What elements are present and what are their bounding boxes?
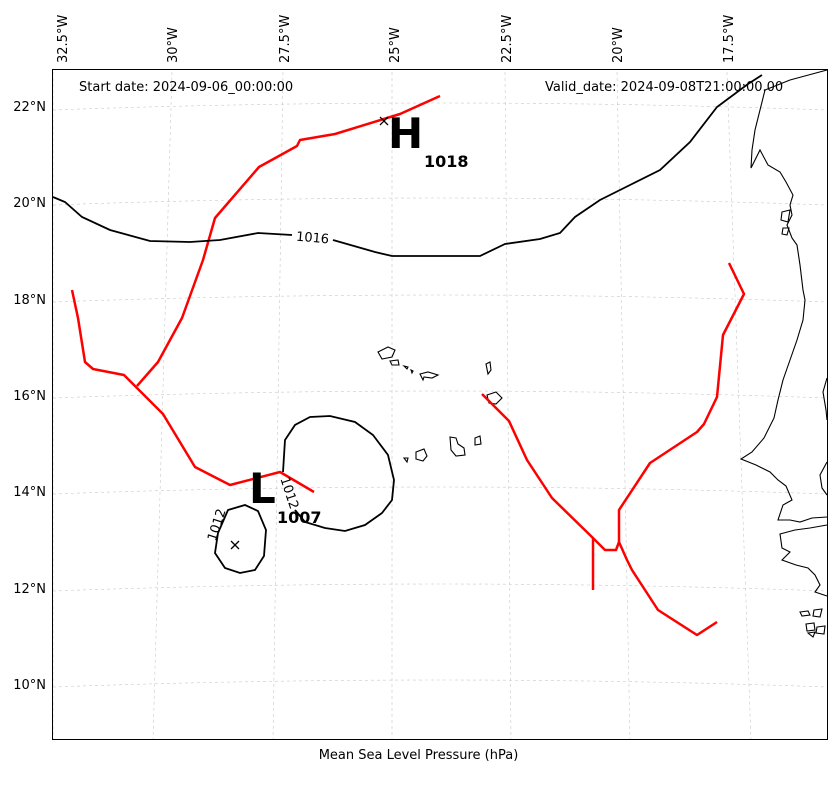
- bijagos-island-2: [812, 608, 823, 618]
- island-maio: [474, 435, 482, 446]
- bijagos-island-5: [806, 631, 816, 638]
- lon-tick-27-5w: 27.5°W: [278, 15, 293, 63]
- parallel-16n: [52, 390, 828, 399]
- island-santo-antao: [377, 346, 396, 360]
- longitude-ticks: 32.5°W 30°W 27.5°W 25°W 22.5°W 20°W 17.5…: [56, 15, 737, 63]
- trough-northeast: [617, 262, 746, 542]
- bijagos-island-1: [799, 610, 811, 617]
- island-brava: [402, 457, 409, 464]
- start-date-label: Start date: 2024-09-06_00:00:00: [79, 80, 293, 95]
- cape-verde-islands: [377, 346, 503, 464]
- parallel-10n: [52, 679, 828, 688]
- lat-tick-18n: 18°N: [13, 293, 46, 308]
- low-marker-icon: [230, 540, 240, 550]
- valid-date-label: Valid_date: 2024-09-08T21:00:00.00: [545, 80, 783, 95]
- high-value: 1018: [424, 152, 469, 171]
- lon-tick-32-5w: 32.5°W: [56, 15, 71, 63]
- island-santiago: [449, 436, 466, 457]
- meridian-22-5w: [504, 71, 512, 741]
- island-sao-vicente: [389, 359, 400, 366]
- parallel-14n: [52, 486, 828, 495]
- isobar-label-1012-a: 1012: [276, 475, 300, 511]
- low-symbol: L: [249, 464, 276, 513]
- island-sao-nicolau: [419, 371, 440, 382]
- x-axis-label: Mean Sea Level Pressure (hPa): [318, 748, 519, 763]
- coast-islet-1: [780, 209, 791, 223]
- island-fogo: [415, 448, 428, 462]
- map-frame: [52, 69, 828, 740]
- trough-east: [481, 393, 718, 637]
- high-symbol: H: [388, 109, 423, 158]
- lat-tick-20n: 20°N: [13, 196, 46, 211]
- lat-tick-14n: 14°N: [13, 485, 46, 500]
- bijagos-island-3: [805, 622, 816, 632]
- lon-tick-20w: 20°W: [611, 27, 626, 63]
- isobars: [52, 74, 763, 574]
- isobar-1016-north: [52, 74, 763, 257]
- island-islet: [410, 368, 414, 375]
- meridian-17-5w: [726, 71, 752, 741]
- isobar-labels: 1016 1012 1012: [205, 230, 330, 544]
- high-marker-icon: [379, 116, 389, 126]
- bijagos-island-4: [815, 625, 826, 635]
- trough-west: [70, 289, 315, 494]
- isobar-label-1012-b: 1012: [205, 507, 229, 543]
- island-santa-luzia: [402, 364, 409, 370]
- isobar-1012-inner: [214, 504, 267, 574]
- trough-north: [136, 94, 441, 387]
- lon-tick-30w: 30°W: [166, 27, 181, 63]
- africa-coastline: [739, 69, 828, 523]
- lon-tick-22-5w: 22.5°W: [500, 15, 515, 63]
- troughs: [70, 94, 746, 637]
- parallel-20n: [52, 197, 828, 206]
- africa-coast-east: [822, 377, 828, 421]
- latitude-ticks: 22°N 20°N 18°N 16°N 14°N 12°N 10°N: [13, 100, 46, 693]
- isobar-label-1016: 1016: [295, 230, 329, 248]
- low-pressure-center: L 1007: [230, 464, 322, 550]
- africa-coast-guinea: [779, 524, 828, 597]
- lat-tick-22n: 22°N: [13, 100, 46, 115]
- meridian-27-5w: [272, 71, 284, 741]
- coastlines: [739, 69, 828, 638]
- lat-tick-10n: 10°N: [13, 678, 46, 693]
- lat-tick-16n: 16°N: [13, 389, 46, 404]
- meridian-20w: [616, 71, 631, 741]
- graticule: [52, 71, 828, 741]
- island-sal: [485, 361, 492, 376]
- coast-islet-2: [781, 227, 790, 236]
- lat-tick-12n: 12°N: [13, 582, 46, 597]
- isobar-1012-low: [282, 415, 395, 532]
- parallel-22n: [52, 102, 828, 111]
- africa-coast-east2: [819, 461, 828, 496]
- parallel-12n: [52, 583, 828, 592]
- low-value: 1007: [277, 508, 322, 527]
- lon-tick-17-5w: 17.5°W: [722, 15, 737, 63]
- high-pressure-center: H 1018: [379, 109, 469, 171]
- lon-tick-25w: 25°W: [388, 27, 403, 63]
- parallel-18n: [52, 294, 828, 303]
